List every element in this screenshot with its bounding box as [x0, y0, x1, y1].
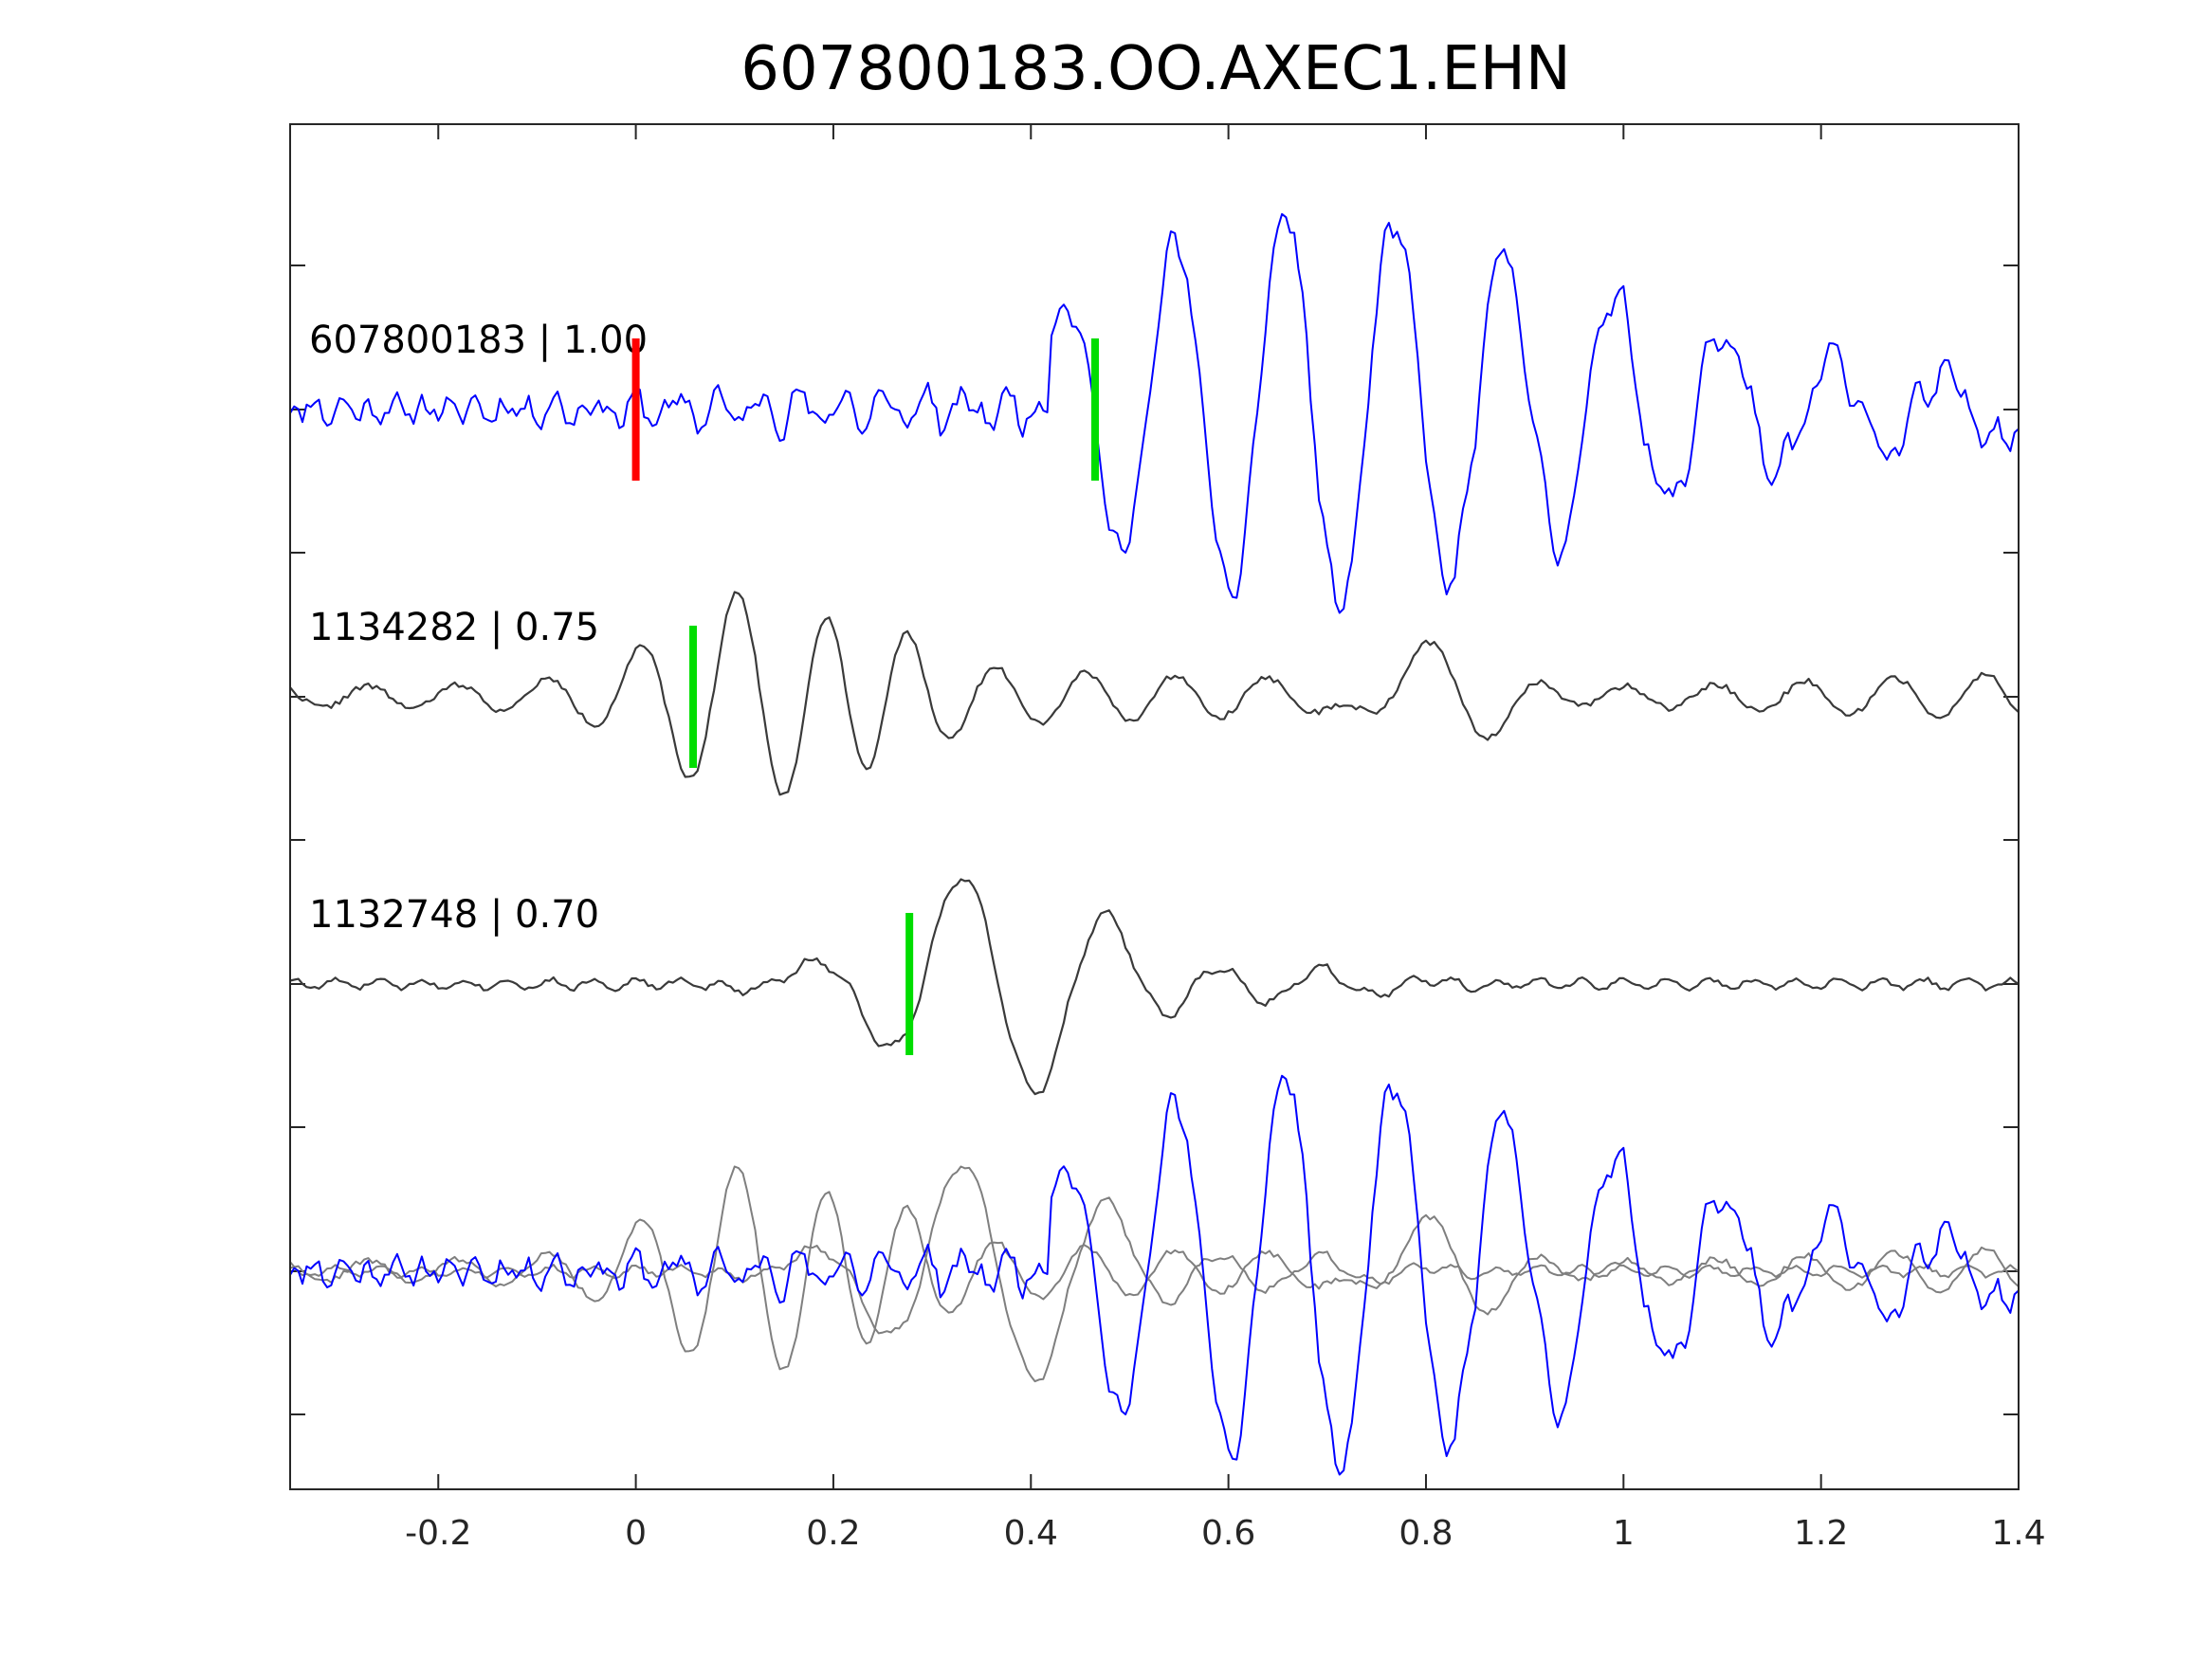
trace-1-label: 607800183 | 1.00 — [309, 319, 648, 362]
x-tick-label: 1 — [1613, 1514, 1635, 1553]
x-tick-label: 0 — [625, 1514, 647, 1553]
x-tick-label: 0.8 — [1398, 1514, 1453, 1553]
x-tick-label: -0.2 — [405, 1514, 471, 1553]
trace-3-line — [289, 878, 2020, 1096]
trace-3-label: 1132748 | 0.70 — [309, 893, 599, 937]
x-tick-label: 0.6 — [1201, 1514, 1255, 1553]
x-tick-label: 1.4 — [1991, 1514, 2045, 1553]
chart-title: 607800183.OO.AXEC1.EHN — [740, 34, 1571, 104]
trace-1-line — [289, 212, 2020, 614]
plot-area: -0.2 0 0.2 0.4 0.6 0.8 1 1.2 1.4 607800183 | 1.00… — [289, 124, 2046, 1553]
axes-box — [289, 123, 2020, 1490]
x-tick-label: 1.2 — [1794, 1514, 1848, 1553]
overlay-trace-1 — [289, 1165, 2020, 1371]
x-tick-label: 0.4 — [1004, 1514, 1058, 1553]
trace-2-line — [289, 591, 2020, 796]
trace-2-label: 1134282 | 0.75 — [309, 606, 599, 649]
overlay-trace-3 — [289, 1074, 2020, 1476]
x-tick-label: 0.2 — [806, 1514, 860, 1553]
